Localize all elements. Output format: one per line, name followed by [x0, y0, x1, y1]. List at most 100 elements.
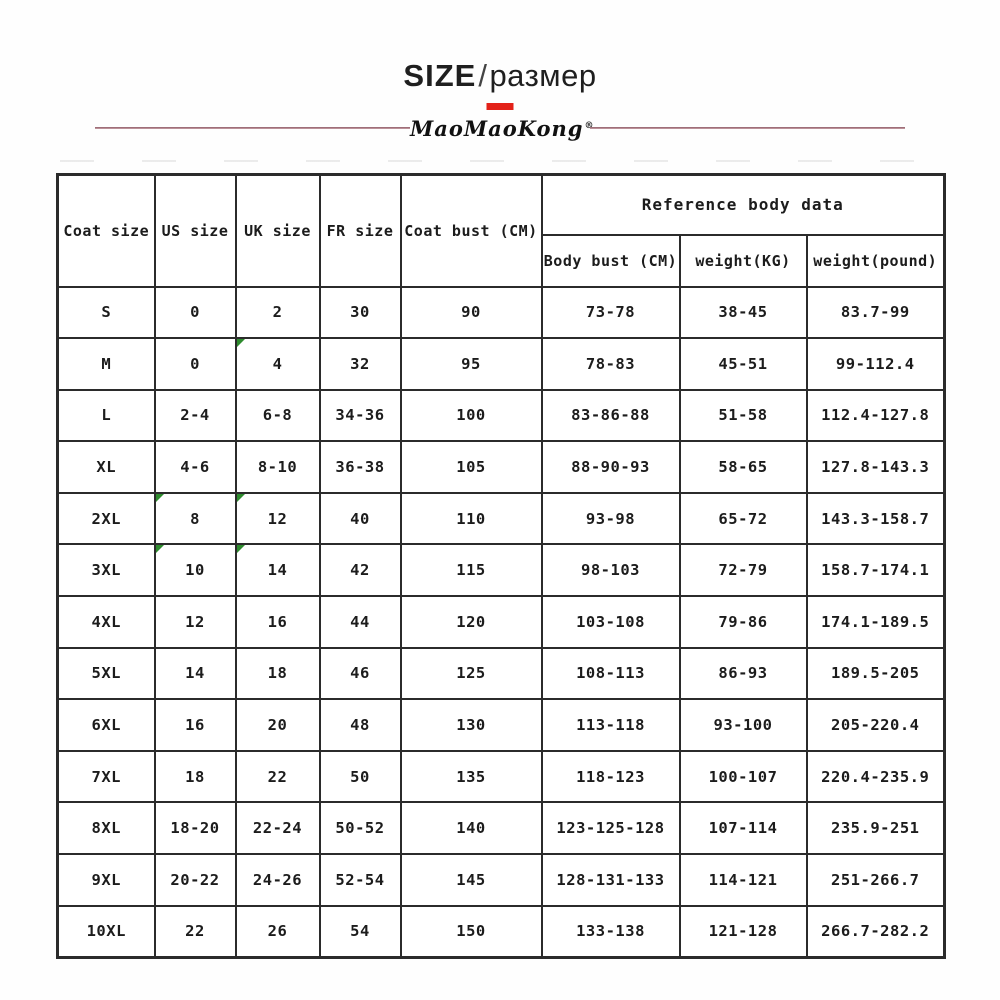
- cell-coat-bust-cm-10xl: 150: [399, 904, 543, 959]
- row-header-m: M: [56, 337, 156, 391]
- cell-body-bust-cm-4xl: 103-108: [540, 595, 681, 649]
- green-corner-marker-icon: [156, 494, 164, 502]
- cell-us-size-m: 0: [153, 337, 237, 391]
- cell-weight-kg-10xl: 121-128: [678, 904, 808, 959]
- brand-name: MaoMaoKong: [410, 115, 584, 141]
- scan-artifact: [60, 160, 940, 162]
- green-corner-marker-icon: [156, 546, 164, 554]
- table-row-xl: XL 4-6 8-10 36-38 105 88-90-93 58-65 127.8-143.…: [56, 440, 946, 494]
- cell-body-bust-cm-m: 78-83: [540, 337, 681, 391]
- accent-dash: [486, 103, 514, 110]
- col-header-weight-kg: weight(KG): [678, 233, 808, 288]
- left-divider-line: [95, 127, 410, 129]
- cell-coat-bust-cm-xl: 105: [399, 440, 543, 494]
- col-header-us-size: US size: [153, 173, 237, 288]
- table-subheader-row: Body bust (CM) weight(KG) weight(pound): [58, 233, 946, 288]
- row-header-3xl: 3XL: [56, 543, 156, 598]
- cell-coat-bust-cm-l: 100: [399, 388, 543, 443]
- cell-us-size-10xl: 22: [153, 904, 237, 959]
- cell-fr-size-s: 30: [318, 285, 402, 340]
- cell-body-bust-cm-10xl: 133-138: [540, 904, 681, 959]
- cell-uk-size-l: 6-8: [234, 388, 321, 443]
- cell-fr-size-8xl: 50-52: [318, 801, 402, 856]
- cell-weight-kg-4xl: 79-86: [678, 595, 808, 649]
- cell-coat-bust-cm-8xl: 140: [399, 801, 543, 856]
- cell-weight-pound-5xl: 189.5-205: [805, 646, 946, 701]
- cell-coat-bust-cm-m: 95: [399, 337, 543, 391]
- cell-weight-pound-7xl: 220.4-235.9: [805, 749, 946, 804]
- row-header-4xl: 4XL: [56, 595, 156, 649]
- title-size: SIZE: [403, 58, 477, 93]
- cell-us-size-9xl: 20-22: [153, 853, 237, 907]
- row-header-6xl: 6XL: [56, 698, 156, 752]
- cell-weight-pound-3xl: 158.7-174.1: [805, 543, 946, 598]
- cell-weight-pound-8xl: 235.9-251: [805, 801, 946, 856]
- cell-fr-size-7xl: 50: [318, 749, 402, 804]
- cell-fr-size-9xl: 52-54: [318, 853, 402, 907]
- cell-weight-pound-2xl: 143.3-158.7: [805, 491, 946, 546]
- cell-weight-kg-s: 38-45: [678, 285, 808, 340]
- cell-us-size-7xl: 18: [153, 749, 237, 804]
- cell-body-bust-cm-8xl: 123-125-128: [540, 801, 681, 856]
- brand-logo: MaoMaoKong®: [410, 115, 593, 141]
- table-row-2xl: 2XL 8 12 40 110 93-98 65-72 143.3-158.7: [56, 491, 946, 546]
- table-row-7xl: 7XL 18 22 50 135 118-123 100-107 220.4-235.9: [56, 749, 946, 804]
- cell-body-bust-cm-6xl: 113-118: [540, 698, 681, 752]
- cell-weight-pound-9xl: 251-266.7: [805, 853, 946, 907]
- row-header-9xl: 9XL: [56, 853, 156, 907]
- cell-coat-bust-cm-4xl: 120: [399, 595, 543, 649]
- table-body: S 0 2 30 90 73-78 38-45 83.7-99 M 0 4 32 95 78-83 45-5…: [56, 285, 946, 959]
- cell-uk-size-s: 2: [234, 285, 321, 340]
- cell-weight-pound-4xl: 174.1-189.5: [805, 595, 946, 649]
- title-razmer: размер: [489, 58, 597, 93]
- row-header-8xl: 8XL: [56, 801, 156, 856]
- cell-weight-kg-xl: 58-65: [678, 440, 808, 494]
- size-table: Coat size US size UK size FR size Coat bust …: [56, 173, 947, 960]
- title-slash: /: [478, 58, 488, 93]
- green-corner-marker-icon: [237, 546, 245, 554]
- table-row-6xl: 6XL 16 20 48 130 113-118 93-100 205-220.4: [56, 698, 946, 752]
- row-header-s: S: [56, 285, 156, 340]
- cell-uk-size-2xl: 12: [234, 491, 321, 546]
- cell-weight-kg-7xl: 100-107: [678, 749, 808, 804]
- col-group-header: Reference body data: [540, 173, 946, 236]
- col-header-uk-size: UK size: [234, 173, 321, 288]
- cell-us-size-5xl: 14: [153, 646, 237, 701]
- table-row-10xl: 10XL 22 26 54 150 133-138 121-128 266.7-282.2: [56, 904, 946, 959]
- size-table-wrap: Coat size US size UK size FR size Coat bust …: [56, 173, 947, 960]
- cell-weight-kg-l: 51-58: [678, 388, 808, 443]
- cell-uk-size-6xl: 20: [234, 698, 321, 752]
- cell-body-bust-cm-9xl: 128-131-133: [540, 853, 681, 907]
- cell-weight-kg-m: 45-51: [678, 337, 808, 391]
- cell-coat-bust-cm-7xl: 135: [399, 749, 543, 804]
- cell-fr-size-l: 34-36: [318, 388, 402, 443]
- registered-trademark-icon: ®: [584, 120, 595, 131]
- cell-coat-bust-cm-s: 90: [399, 285, 543, 340]
- cell-weight-pound-s: 83.7-99: [805, 285, 946, 340]
- cell-us-size-4xl: 12: [153, 595, 237, 649]
- cell-body-bust-cm-l: 83-86-88: [540, 388, 681, 443]
- cell-fr-size-2xl: 40: [318, 491, 402, 546]
- row-header-2xl: 2XL: [56, 491, 156, 546]
- cell-weight-pound-xl: 127.8-143.3: [805, 440, 946, 494]
- green-corner-marker-icon: [237, 494, 245, 502]
- table-row-4xl: 4XL 12 16 44 120 103-108 79-86 174.1-189.5: [56, 595, 946, 649]
- cell-coat-bust-cm-5xl: 125: [399, 646, 543, 701]
- cell-us-size-xl: 4-6: [153, 440, 237, 494]
- cell-us-size-3xl: 10: [153, 543, 237, 598]
- table-row-5xl: 5XL 14 18 46 125 108-113 86-93 189.5-205: [56, 646, 946, 701]
- col-header-coat-bust-cm: Coat bust (CM): [399, 173, 543, 288]
- cell-weight-kg-3xl: 72-79: [678, 543, 808, 598]
- cell-uk-size-4xl: 16: [234, 595, 321, 649]
- cell-uk-size-10xl: 26: [234, 904, 321, 959]
- cell-weight-pound-l: 112.4-127.8: [805, 388, 946, 443]
- row-header-7xl: 7XL: [56, 749, 156, 804]
- cell-uk-size-5xl: 18: [234, 646, 321, 701]
- table-row-9xl: 9XL 20-22 24-26 52-54 145 128-131-133 114-121 2…: [56, 853, 946, 907]
- table-row-s: S 0 2 30 90 73-78 38-45 83.7-99: [56, 285, 946, 340]
- row-header-xl: XL: [56, 440, 156, 494]
- cell-us-size-l: 2-4: [153, 388, 237, 443]
- table-row-m: M 0 4 32 95 78-83 45-51 99-112.4: [56, 337, 946, 391]
- row-header-5xl: 5XL: [56, 646, 156, 701]
- cell-fr-size-6xl: 48: [318, 698, 402, 752]
